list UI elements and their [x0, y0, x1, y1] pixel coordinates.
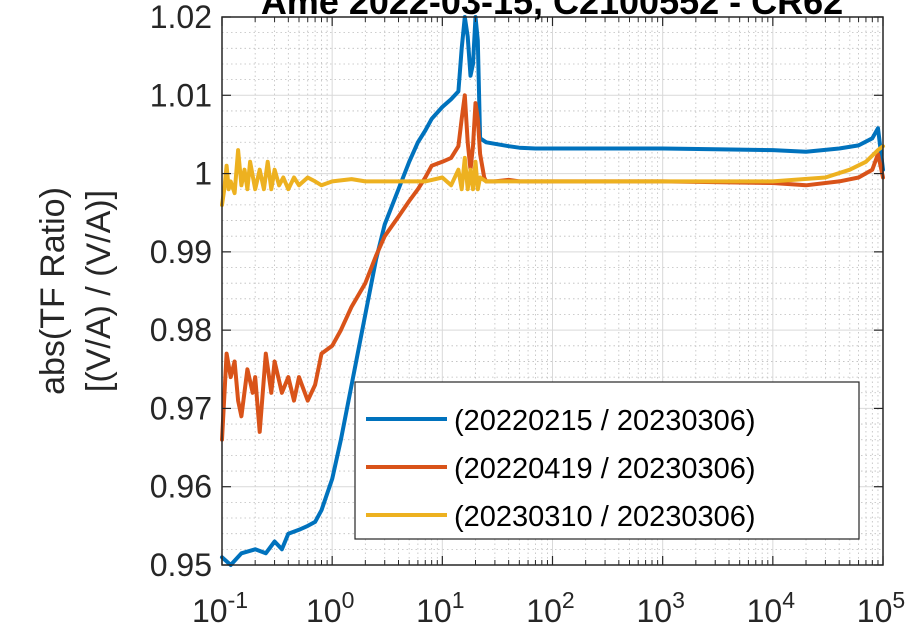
- y-tick-label: 0.98: [150, 312, 212, 348]
- y-tick-label: 0.99: [150, 234, 212, 270]
- x-tick-label: 102: [526, 587, 574, 629]
- y-axis-label-units: [(V/A) / (V/A)]: [80, 190, 118, 392]
- legend-label-3: (20230310 / 20230306): [454, 501, 756, 533]
- x-tick-label: 103: [636, 587, 684, 629]
- x-tick-label: 101: [416, 587, 464, 629]
- y-tick-label: 1: [194, 156, 212, 192]
- legend-label-2: (20220419 / 20230306): [454, 453, 756, 485]
- x-tick-label: 10-1: [192, 587, 248, 629]
- minor-grid: [222, 17, 883, 565]
- legend-box: [354, 381, 860, 540]
- y-tick-label: 0.96: [150, 469, 212, 505]
- x-tick-label: 104: [747, 587, 796, 629]
- x-tick-label: 105: [857, 587, 905, 629]
- axis-ticks: [221, 16, 884, 566]
- y-tick-label: 1.01: [150, 77, 212, 113]
- y-tick-label: 0.95: [150, 547, 212, 583]
- x-tick-label: 100: [306, 587, 354, 629]
- y-axis-label: abs(TF Ratio): [34, 187, 72, 395]
- legend-label-1: (20220215 / 20230306): [454, 405, 756, 437]
- y-tick-label: 0.97: [150, 390, 212, 426]
- chart-title: Ame 2022-03-15, C2100552 - CR62: [261, 0, 843, 22]
- series-lines: [220, 15, 885, 567]
- y-tick-labels: 0.95 0.96 0.97 0.98 0.99 1 1.01 1.02: [150, 0, 212, 583]
- series-line-1: [220, 15, 885, 567]
- series-line-3: [220, 144, 885, 207]
- legend: (20220215 / 20230306) (20220419 / 2023030…: [354, 381, 860, 540]
- y-tick-label: 1.02: [150, 0, 212, 35]
- x-tick-labels: 10-1 100 101 102 103 104 105: [192, 587, 905, 629]
